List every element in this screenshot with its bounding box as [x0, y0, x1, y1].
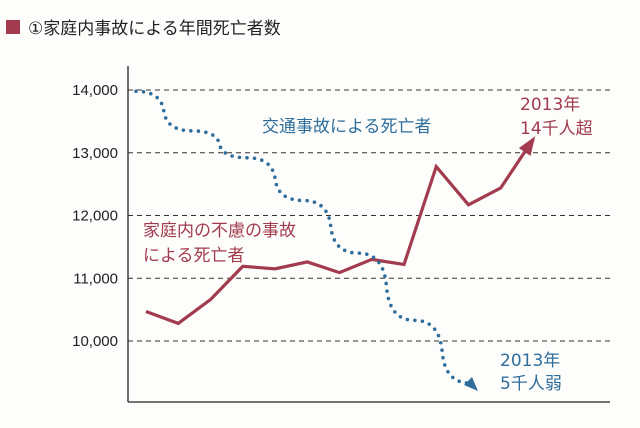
- y-tick-label: 12,000: [72, 208, 118, 225]
- traffic-end-label-value: 5千人弱: [500, 374, 562, 394]
- chart-title: ①家庭内事故による年間死亡者数: [6, 14, 281, 39]
- y-tick-label: 11,000: [73, 270, 118, 287]
- traffic-end-label-year: 2013年: [500, 351, 560, 371]
- home-end-label-value: 14千人超: [520, 119, 593, 139]
- y-tick-label: 10,000: [72, 333, 118, 350]
- traffic-series-arrowhead: [464, 377, 478, 392]
- home-series-arrowhead: [518, 136, 536, 156]
- series-line-home-accidents: [145, 138, 535, 326]
- y-tick-label: 14,000: [72, 82, 118, 99]
- traffic-series-label: 交通事故による死亡者: [262, 117, 432, 137]
- home-end-label-year: 2013年: [520, 95, 580, 115]
- series-line-traffic-accidents: [134, 89, 472, 385]
- y-tick-label: 13,000: [72, 145, 118, 162]
- home-series-label-line2: による死亡者: [143, 246, 245, 266]
- home-series-label-line1: 家庭内の不慮の事故: [143, 221, 296, 241]
- title-marker-square: [6, 19, 20, 34]
- chart-title-text: ①家庭内事故による年間死亡者数: [28, 19, 281, 39]
